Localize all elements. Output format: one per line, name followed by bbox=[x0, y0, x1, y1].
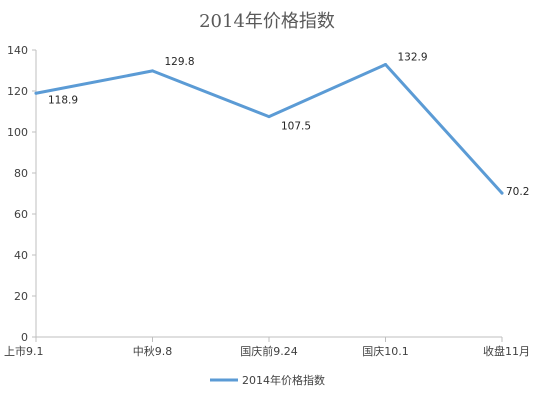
legend: 2014年价格指数 bbox=[210, 373, 325, 387]
data-label: 129.8 bbox=[165, 56, 195, 68]
y-tick-label: 120 bbox=[7, 85, 28, 98]
axes bbox=[35, 50, 502, 338]
data-point bbox=[34, 91, 38, 95]
data-label: 107.5 bbox=[281, 121, 311, 133]
series-group bbox=[34, 63, 504, 195]
x-axis-ticks: 上市9.1 中秋9.8 国庆前9.24 国庆10.1 收盘11月 bbox=[4, 337, 530, 358]
data-point bbox=[267, 115, 271, 119]
y-tick-label: 0 bbox=[21, 331, 28, 344]
x-tick-label: 收盘11月 bbox=[483, 344, 530, 358]
legend-label: 2014年价格指数 bbox=[242, 373, 325, 387]
y-tick-label: 80 bbox=[14, 167, 28, 180]
x-tick-label: 国庆10.1 bbox=[362, 344, 409, 358]
x-tick-label: 中秋9.8 bbox=[133, 344, 173, 358]
data-label: 132.9 bbox=[398, 52, 428, 64]
data-point bbox=[500, 191, 504, 195]
data-labels: 118.9 129.8 107.5 132.9 70.2 bbox=[48, 52, 529, 199]
data-point bbox=[151, 69, 154, 73]
chart-title: 2014年价格指数 bbox=[199, 11, 335, 32]
y-tick-label: 140 bbox=[7, 44, 28, 57]
x-tick-label: 上市9.1 bbox=[4, 344, 44, 358]
data-label: 70.2 bbox=[506, 186, 529, 198]
data-label: 118.9 bbox=[48, 94, 78, 106]
data-point bbox=[384, 63, 387, 67]
y-tick-label: 60 bbox=[14, 208, 28, 221]
x-tick-label: 国庆前9.24 bbox=[240, 344, 298, 358]
series-line bbox=[34, 63, 504, 195]
y-tick-label: 20 bbox=[14, 290, 28, 303]
y-tick-label: 40 bbox=[14, 249, 28, 262]
y-axis-ticks: 0 20 40 60 80 100 120 140 bbox=[7, 44, 36, 344]
y-tick-label: 100 bbox=[7, 126, 28, 139]
